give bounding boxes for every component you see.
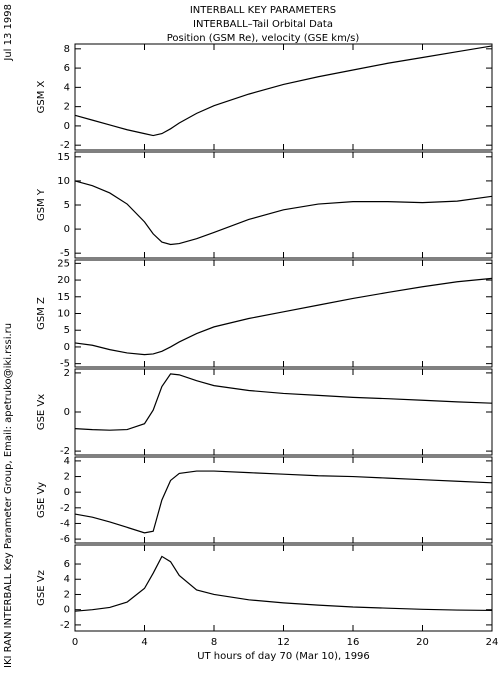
y-tick-label: 15: [57, 292, 70, 303]
y-tick-label: 0: [64, 605, 70, 616]
y-tick-label: 4: [64, 456, 70, 467]
data-line: [74, 277, 493, 356]
y-axis-label: GSM X: [36, 80, 47, 113]
y-tick-label: -2: [60, 503, 70, 514]
panel-frame: [74, 43, 493, 151]
y-tick-label: 15: [57, 152, 70, 163]
y-tick-label: 6: [64, 559, 70, 570]
x-tick-label: 20: [416, 637, 429, 648]
panel-frame: [74, 544, 493, 632]
x-axis-label: UT hours of day 70 (Mar 10), 1996: [197, 651, 370, 662]
x-tick-label: 16: [347, 637, 360, 648]
y-tick-label: -5: [60, 248, 70, 259]
data-line: [74, 373, 493, 431]
y-tick-label: -6: [60, 534, 70, 545]
y-tick-label: 0: [64, 407, 70, 418]
y-tick-label: 2: [64, 589, 70, 600]
panel-frame: [74, 368, 493, 456]
y-axis-label: GSM Z: [36, 297, 47, 330]
data-line: [74, 180, 493, 246]
data-line: [74, 470, 493, 534]
y-tick-label: 20: [57, 275, 70, 286]
y-tick-label: -4: [60, 518, 70, 529]
panel-frame: [74, 259, 493, 368]
y-tick-label: 10: [57, 176, 70, 187]
y-tick-label: 0: [64, 487, 70, 498]
y-tick-label: 8: [64, 44, 70, 55]
y-tick-label: -2: [60, 140, 70, 151]
y-tick-label: 5: [64, 200, 70, 211]
data-line: [74, 45, 493, 137]
y-tick-label: -2: [60, 620, 70, 631]
title-line: INTERBALL–Tail Orbital Data: [193, 19, 333, 30]
y-tick-label: 0: [64, 342, 70, 353]
y-tick-label: 0: [64, 224, 70, 235]
x-tick-label: 0: [72, 637, 78, 648]
y-axis-label: GSE Vx: [36, 394, 47, 430]
data-line: [74, 555, 493, 612]
y-tick-label: 2: [64, 368, 70, 379]
y-tick-label: 4: [64, 574, 70, 585]
y-tick-label: 0: [64, 121, 70, 132]
x-tick-label: 8: [211, 637, 217, 648]
y-tick-label: 5: [64, 325, 70, 336]
y-tick-label: 25: [57, 258, 70, 269]
y-tick-label: -5: [60, 359, 70, 370]
title-line: Position (GSM Re), velocity (GSE km/s): [167, 33, 360, 44]
y-tick-label: -2: [60, 446, 70, 457]
x-tick-label: 12: [277, 637, 290, 648]
y-tick-label: 2: [64, 102, 70, 113]
credit: IKI RAN INTERBALL Key Parameter Group, E…: [3, 323, 14, 668]
title-line: INTERBALL KEY PARAMETERS: [190, 5, 336, 16]
y-axis-label: GSE Vz: [36, 570, 47, 606]
y-axis-label: GSM Y: [36, 188, 47, 221]
y-tick-label: 2: [64, 472, 70, 483]
date-stamp: Jul 13 1998: [3, 4, 14, 62]
x-tick-label: 4: [141, 637, 147, 648]
y-tick-label: 10: [57, 309, 70, 320]
y-tick-label: 4: [64, 82, 70, 93]
panel-frame: [74, 151, 493, 259]
y-tick-label: 6: [64, 63, 70, 74]
x-tick-label: 24: [486, 637, 499, 648]
y-axis-label: GSE Vy: [36, 482, 47, 518]
